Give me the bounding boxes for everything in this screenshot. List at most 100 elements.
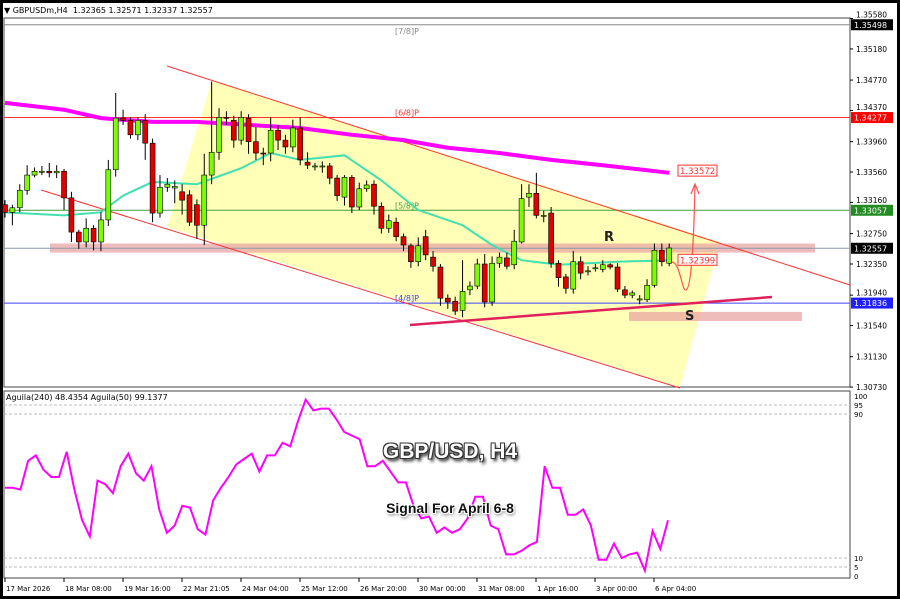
- bear-candle: [223, 117, 230, 119]
- bear-candle: [326, 165, 333, 179]
- bear-candle: [444, 297, 451, 303]
- bear-candle: [504, 257, 510, 267]
- bear-candle: [76, 231, 82, 243]
- triangle-down-icon[interactable]: ▼: [4, 6, 11, 15]
- bear-candle: [297, 127, 304, 161]
- bear-candle: [614, 266, 621, 290]
- bear-candle: [622, 289, 628, 296]
- bull-candle: [540, 215, 547, 217]
- bear-candle: [2, 204, 8, 213]
- bull-candle: [474, 263, 481, 287]
- bull-candle: [592, 267, 599, 270]
- bear-candle: [334, 177, 340, 196]
- bull-candle: [164, 183, 171, 188]
- bear-candle: [371, 183, 377, 207]
- bear-candle: [179, 191, 185, 201]
- bull-candle: [216, 117, 222, 153]
- bull-candle: [53, 170, 60, 174]
- bull-candle: [489, 262, 495, 303]
- price-label: 1.31836: [854, 299, 887, 308]
- murrey-level-label: [5/8]P: [395, 201, 419, 210]
- bear-candle: [68, 197, 75, 233]
- bull-candle: [83, 227, 89, 243]
- bear-candle: [393, 221, 399, 237]
- bull-candle: [171, 186, 178, 189]
- target-label-box: [677, 253, 718, 266]
- time-tick-label: 31 Mar 08:00: [478, 585, 525, 593]
- chart-overlay-title: GBP/USD, H4: [382, 440, 518, 463]
- indicator-tick-label: 95: [854, 402, 863, 410]
- bear-candle: [186, 194, 193, 223]
- time-tick-label: 25 Mar 12:00: [301, 585, 348, 593]
- channel-lower-line: [40, 189, 681, 389]
- murrey-level-label: [7/8]P: [395, 27, 419, 36]
- bear-candle: [422, 236, 429, 256]
- price-tick-label: 1.35580: [856, 10, 887, 19]
- bear-candle: [452, 300, 458, 312]
- bull-candle: [341, 177, 348, 198]
- bear-candle: [253, 141, 259, 154]
- bull-candle: [356, 188, 363, 208]
- bear-candle: [275, 129, 281, 141]
- bull-candle: [267, 129, 274, 154]
- bear-candle: [607, 264, 613, 268]
- bull-candle: [599, 264, 606, 270]
- bull-candle: [518, 198, 525, 243]
- bull-candle: [511, 240, 518, 266]
- price-label: 1.32557: [854, 244, 887, 253]
- bear-candle: [245, 117, 252, 142]
- indicator-tick-label: 0: [854, 573, 858, 581]
- price-tick-label: 1.34370: [856, 103, 887, 112]
- time-tick-label: 3 Apr 00:00: [596, 585, 637, 593]
- time-tick-label: 22 Mar 21:05: [183, 585, 230, 593]
- bear-candle: [230, 120, 237, 141]
- bull-candle: [363, 184, 370, 190]
- bear-candle: [408, 245, 414, 263]
- indicator-tick-label: 90: [854, 411, 863, 419]
- bull-candle: [636, 298, 643, 301]
- channel-fill: [167, 80, 720, 387]
- bull-candle: [201, 174, 208, 226]
- price-tick-label: 1.33960: [856, 138, 887, 147]
- price-tick-label: 1.35180: [856, 45, 887, 54]
- bear-candle: [282, 139, 289, 148]
- price-label-box: [851, 112, 893, 124]
- chart-overlay-subtitle: Signal For April 6-8: [386, 500, 514, 516]
- indicator-tick-label: 5: [854, 564, 858, 572]
- bull-candle: [644, 284, 650, 301]
- chart-title-bar: ▼ GBPUSDm,H4 1.32365 1.32571 1.32337 1.3…: [4, 5, 848, 17]
- bear-candle: [378, 205, 385, 229]
- support-label: S: [685, 309, 694, 324]
- bull-candle: [98, 219, 104, 243]
- time-tick-label: 24 Mar 04:00: [242, 585, 289, 593]
- bull-candle: [496, 256, 503, 264]
- bull-candle: [208, 151, 215, 176]
- price-tick-label: 1.32350: [856, 260, 887, 269]
- target-label-box: [677, 164, 718, 177]
- price-tick-label: 1.30730: [856, 383, 887, 392]
- bear-candle: [563, 276, 569, 289]
- bear-candle: [260, 152, 267, 155]
- price-tick-label: 1.32750: [856, 230, 887, 239]
- murrey-level-label: [6/8]P: [395, 109, 419, 118]
- bull-candle: [24, 174, 30, 191]
- ma-slow-line: [4, 100, 670, 175]
- price-label-box: [851, 19, 893, 31]
- bear-candle: [127, 120, 134, 136]
- bull-candle: [415, 245, 422, 263]
- bull-candle: [238, 117, 244, 141]
- support-trendline: [409, 295, 773, 327]
- bear-candle: [304, 161, 311, 166]
- bull-candle: [135, 120, 141, 136]
- price-label-box: [851, 242, 893, 254]
- symbol-label: GBPUSDm,H4: [12, 6, 68, 15]
- price-tick-label: 1.33560: [856, 168, 887, 177]
- price-tick-label: 1.31540: [856, 322, 887, 331]
- bear-candle: [430, 256, 436, 267]
- bear-candle: [90, 227, 97, 243]
- bull-candle: [651, 250, 658, 286]
- price-label: 1.33057: [854, 206, 887, 215]
- channel-upper-line: [166, 65, 851, 286]
- oscillator-line: [5, 397, 669, 574]
